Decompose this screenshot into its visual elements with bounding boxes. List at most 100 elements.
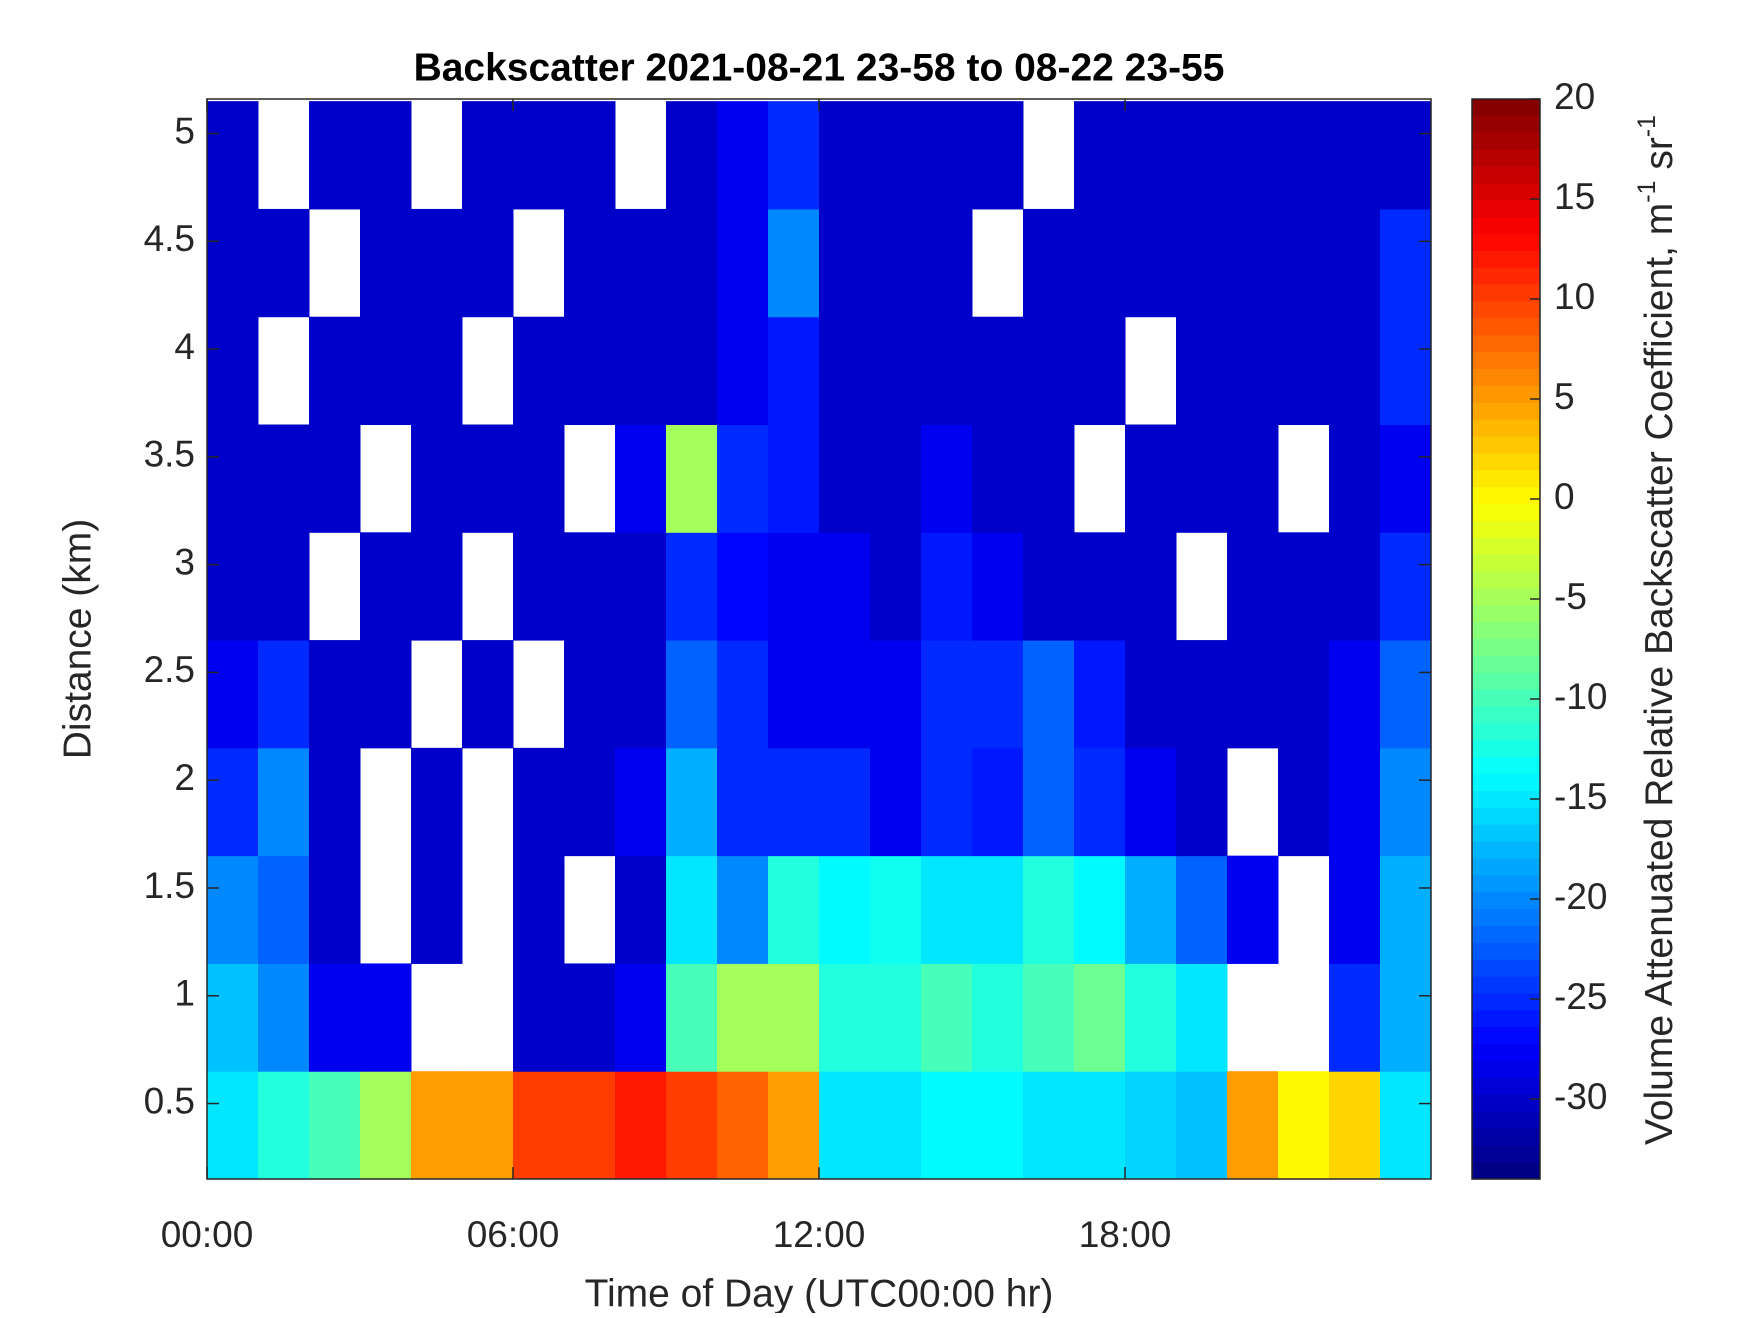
colorbar-segment	[1472, 757, 1540, 775]
heatmap-cell	[666, 101, 718, 210]
heatmap-cell	[1023, 747, 1075, 857]
heatmap-cell	[1278, 640, 1330, 749]
heatmap-cell	[1278, 747, 1330, 857]
heatmap-cell	[360, 208, 412, 318]
heatmap-cell	[1329, 963, 1381, 1072]
heatmap-cell	[768, 1071, 820, 1179]
heatmap-cell	[1074, 855, 1126, 964]
heatmap-cell	[768, 640, 820, 749]
heatmap-cell	[1227, 640, 1279, 749]
heatmap-cell	[360, 640, 412, 749]
colorbar-tick-label: -15	[1554, 776, 1607, 817]
heatmap-cell	[1380, 101, 1431, 210]
heatmap-cell	[615, 208, 667, 318]
heatmap-cell	[564, 963, 616, 1072]
heatmap-cell	[258, 208, 310, 318]
colorbar-tick-label: -5	[1554, 576, 1587, 617]
colorbar-segment	[1472, 1128, 1540, 1146]
heatmap-cell	[1329, 747, 1381, 857]
y-tick-label: 1.5	[144, 865, 195, 906]
heatmap-cell	[207, 208, 259, 318]
heatmap-cell	[1278, 208, 1330, 318]
heatmap-cell	[1278, 532, 1330, 641]
colorbar-segment	[1472, 925, 1540, 944]
heatmap-cell	[258, 855, 310, 964]
heatmap-cell	[513, 855, 565, 964]
colorbar-segment	[1472, 183, 1540, 201]
colorbar-segment	[1472, 824, 1540, 843]
heatmap-cell	[819, 208, 871, 318]
heatmap-cell	[1125, 1071, 1177, 1179]
heatmap-cell	[1125, 424, 1177, 533]
heatmap-cell	[666, 1071, 718, 1179]
heatmap-cell	[1380, 640, 1431, 749]
heatmap-cell	[717, 316, 769, 426]
heatmap-cell	[1074, 747, 1126, 857]
heatmap-cell	[360, 532, 412, 641]
heatmap-cell	[1278, 101, 1330, 210]
heatmap-cell	[1227, 424, 1279, 533]
heatmap-cell	[768, 101, 820, 210]
heatmap-cell	[1176, 208, 1228, 318]
colorbar-segment	[1472, 774, 1540, 792]
colorbar-frame	[1471, 98, 1541, 1180]
colorbar-label-text: sr	[1638, 137, 1681, 180]
heatmap-cell	[972, 640, 1024, 749]
colorbar-segment	[1472, 200, 1540, 218]
heatmap-cell	[870, 640, 922, 749]
heatmap-cell	[1074, 532, 1126, 641]
heatmap-cell	[1227, 532, 1279, 641]
colorbar-segment	[1472, 267, 1540, 286]
heatmap-cell	[207, 963, 259, 1072]
heatmap-cell	[258, 1071, 310, 1179]
heatmap-cell	[615, 855, 667, 964]
heatmap-cell	[513, 101, 565, 210]
heatmap-cell	[717, 640, 769, 749]
y-tick-label: 3.5	[144, 434, 195, 475]
heatmap-cell	[1125, 855, 1177, 964]
heatmap-cell	[666, 640, 718, 749]
heatmap-cell	[462, 1071, 514, 1179]
heatmap-cell	[615, 316, 667, 426]
heatmap-cell	[1278, 316, 1330, 426]
heatmap-cell	[717, 963, 769, 1072]
heatmap-cell	[921, 532, 973, 641]
colorbar-segment	[1472, 470, 1540, 488]
heatmap-cell	[411, 424, 463, 533]
heatmap-cell	[819, 316, 871, 426]
heatmap-cell	[870, 963, 922, 1072]
colorbar-segment	[1472, 858, 1540, 876]
colorbar-label: Volume Attenuated Relative Backscatter C…	[1633, 115, 1682, 1145]
heatmap-cell	[411, 747, 463, 857]
colorbar-segment	[1472, 1145, 1540, 1163]
heatmap-cell	[1125, 101, 1177, 210]
heatmap-cell	[1329, 1071, 1381, 1179]
heatmap-cell	[1125, 747, 1177, 857]
colorbar-segment	[1472, 723, 1540, 741]
heatmap-cell	[1023, 424, 1075, 533]
heatmap-cell	[1380, 963, 1431, 1072]
heatmap-cell	[615, 1071, 667, 1179]
heatmap-cell	[309, 316, 361, 426]
heatmap-cell	[717, 424, 769, 533]
heatmap-cell	[819, 855, 871, 964]
colorbar-tick-label: 0	[1554, 476, 1575, 517]
colorbar-segment	[1472, 217, 1540, 235]
heatmap-cell	[921, 424, 973, 533]
colorbar-segment	[1472, 301, 1540, 319]
heatmap-cell	[309, 424, 361, 533]
colorbar-segment	[1472, 841, 1540, 859]
heatmap-cell	[717, 101, 769, 210]
colorbar-segment	[1472, 706, 1540, 724]
colorbar-segment	[1472, 166, 1540, 184]
colorbar-segment	[1472, 909, 1540, 927]
heatmap-cell	[1227, 855, 1279, 964]
heatmap-cell	[1176, 747, 1228, 857]
heatmap-cell	[1074, 963, 1126, 1072]
heatmap-cell	[921, 640, 973, 749]
colorbar-segment	[1472, 1162, 1540, 1180]
colorbar-segment	[1472, 672, 1540, 691]
heatmap-cell	[207, 532, 259, 641]
heatmap-cell	[1227, 101, 1279, 210]
colorbar-segment	[1472, 892, 1540, 910]
